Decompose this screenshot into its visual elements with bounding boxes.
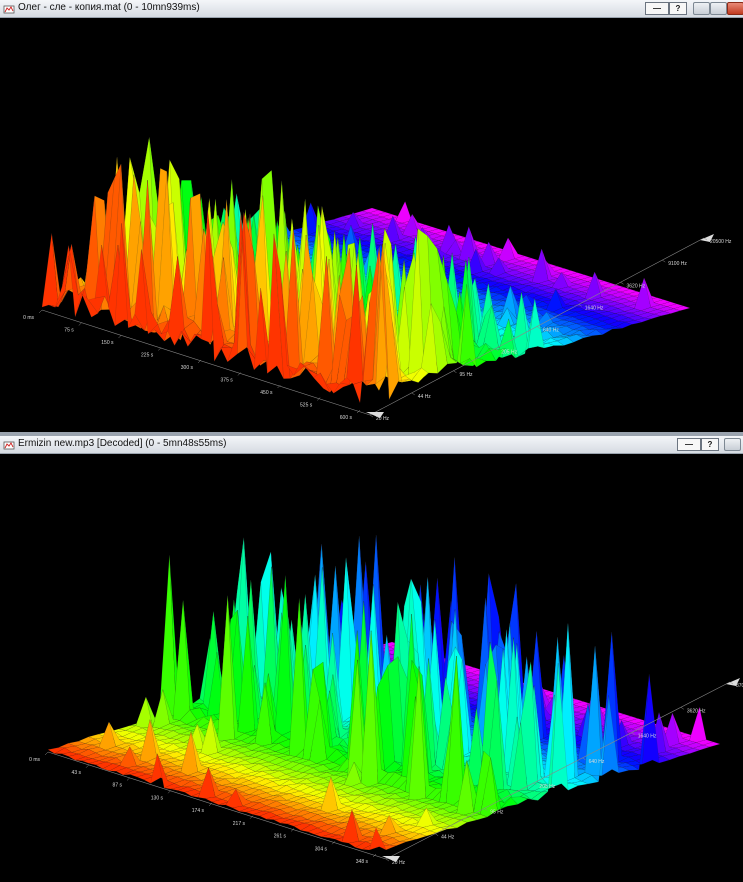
- freq-tick-label: 20500 Hz: [710, 239, 732, 245]
- time-tick-label: 217 s: [233, 821, 246, 827]
- window-maximize-button[interactable]: [710, 2, 727, 15]
- freq-tick-label: 205 Hz: [539, 784, 555, 790]
- freq-tick-label: 640 Hz: [589, 759, 605, 765]
- freq-tick-label: 95 Hz: [490, 809, 504, 815]
- window-close-button[interactable]: [727, 2, 743, 15]
- freq-tick-label: 1640 Hz: [585, 305, 604, 311]
- time-tick-label: 0 ms: [29, 757, 40, 763]
- freq-tick-label: 3620 Hz: [627, 283, 646, 289]
- time-tick-label: 348 s: [356, 859, 369, 865]
- axis-labels: 0 ms 75 s 150 s 225 s 300 s 375 s 450 s 525 s 60…: [23, 239, 732, 422]
- freq-tick-label: 8700 Hz: [736, 683, 743, 689]
- window-minimize-button[interactable]: [693, 2, 710, 15]
- axis-labels: 0 ms 43 s 87 s 130 s 174 s 217 s 261 s 304 s 348…: [29, 683, 743, 866]
- time-tick-label: 150 s: [101, 340, 114, 346]
- window-title: Олег - сле - копия.mat (0 - 10mn939ms): [18, 2, 200, 13]
- spectrum-surface: [47, 534, 721, 851]
- freq-tick-label: 1640 Hz: [638, 734, 657, 740]
- freq-tick-label: 20 Hz: [376, 416, 390, 422]
- time-tick-label: 375 s: [221, 378, 234, 384]
- help-button[interactable]: ?: [701, 438, 719, 451]
- time-tick-label: 261 s: [274, 834, 287, 840]
- minimize-plot-button[interactable]: —: [645, 2, 669, 15]
- window-maximize-button[interactable]: [724, 438, 741, 451]
- time-tick-label: 75 s: [64, 328, 74, 334]
- freq-tick-label: 20 Hz: [392, 860, 406, 866]
- spectrum-3d-plot: 0 ms 43 s 87 s 130 s 174 s 217 s 261 s 304 s 348…: [0, 454, 743, 882]
- spectrum-window-2: Ermizin new.mp3 [Decoded] (0 - 5mn48s55m…: [0, 436, 743, 882]
- time-tick-label: 43 s: [72, 770, 82, 776]
- freq-tick-label: 3620 Hz: [687, 708, 706, 714]
- window-title: Ermizin new.mp3 [Decoded] (0 - 5mn48s55m…: [18, 438, 227, 449]
- window-titlebar[interactable]: Ermizin new.mp3 [Decoded] (0 - 5mn48s55m…: [0, 436, 743, 454]
- spectrum-surface: [41, 137, 691, 403]
- time-tick-label: 0 ms: [23, 315, 34, 321]
- spectrum-window-1: Олег - сле - копия.mat (0 - 10mn939ms) —…: [0, 0, 743, 432]
- time-tick-label: 525 s: [300, 403, 313, 409]
- time-tick-label: 450 s: [260, 390, 273, 396]
- app-icon: [3, 5, 15, 14]
- axes: [44, 678, 740, 862]
- freq-tick-label: 44 Hz: [441, 835, 455, 841]
- time-tick-label: 130 s: [151, 795, 164, 801]
- time-tick-label: 300 s: [181, 365, 194, 371]
- time-tick-label: 304 s: [315, 846, 328, 852]
- help-button[interactable]: ?: [669, 2, 687, 15]
- freq-tick-label: 95 Hz: [460, 372, 474, 378]
- freq-tick-label: 640 Hz: [543, 328, 559, 334]
- time-tick-label: 225 s: [141, 353, 154, 359]
- axes: [38, 234, 714, 418]
- time-tick-label: 600 s: [340, 415, 353, 421]
- minimize-plot-button[interactable]: —: [677, 438, 701, 451]
- window-separator: [0, 432, 743, 436]
- spectrum-3d-plot: 0 ms 75 s 150 s 225 s 300 s 375 s 450 s 525 s 60…: [0, 18, 743, 432]
- time-tick-label: 174 s: [192, 808, 205, 814]
- freq-tick-label: 205 Hz: [501, 350, 517, 356]
- app-icon: [3, 441, 15, 450]
- freq-tick-label: 44 Hz: [418, 394, 432, 400]
- freq-tick-label: 9100 Hz: [668, 261, 687, 267]
- window-titlebar[interactable]: Олег - сле - копия.mat (0 - 10mn939ms) —…: [0, 0, 743, 18]
- time-tick-label: 87 s: [113, 783, 123, 789]
